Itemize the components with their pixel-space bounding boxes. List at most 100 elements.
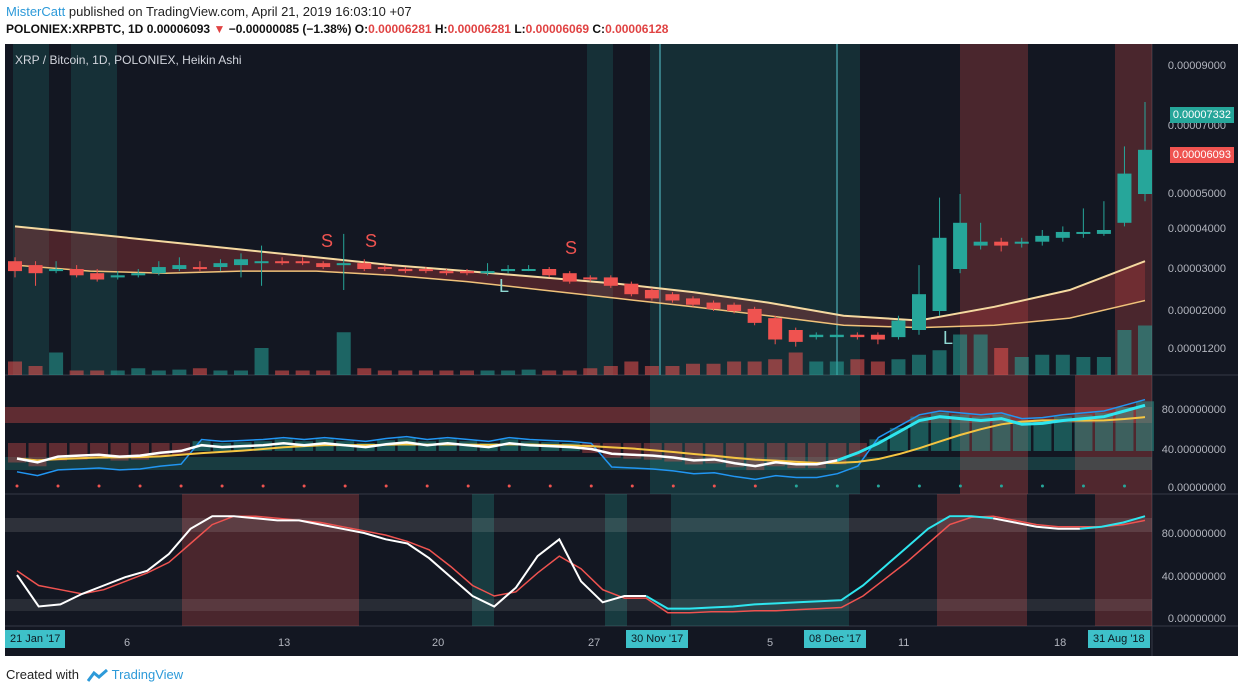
stoch-signal-line (16, 515, 1146, 614)
volume-bar (706, 363, 721, 375)
footer: Created with TradingView (6, 667, 183, 683)
candle-body (90, 273, 105, 280)
tradingview-logo-icon (86, 668, 108, 682)
x-date-badge: 31 Aug '18 (1088, 630, 1150, 648)
candle-body (192, 267, 207, 270)
volume-bar (110, 370, 125, 375)
candle-body (583, 277, 598, 280)
rsi-overbought-band (5, 407, 1152, 423)
candle-body (418, 269, 433, 272)
down-arrow-icon: ▼ (213, 22, 226, 36)
signal-zone (960, 44, 1028, 375)
rsi-dot (56, 484, 60, 488)
y-tick: 0.00007000 (1167, 120, 1226, 132)
volume-bar (295, 370, 310, 375)
rsi-dot (466, 484, 470, 488)
rsi-histogram-bar (274, 439, 293, 451)
rsi-histogram-bar (1053, 416, 1072, 451)
rsi-dot (794, 484, 798, 488)
volume-bar (275, 370, 290, 375)
candle-body (562, 273, 577, 282)
candle-body (316, 263, 331, 268)
rsi-dot (876, 484, 880, 488)
candle-body (357, 263, 372, 269)
candle-body (850, 334, 865, 338)
signal-zone (960, 375, 1028, 494)
chart-title: XRP / Bitcoin, 1D, POLONIEX, Heikin Ashi (15, 53, 242, 67)
candle-body (49, 269, 64, 272)
rsi-line-bullish (836, 403, 1146, 462)
candle-body (665, 294, 680, 301)
volume-bar (912, 354, 926, 375)
chart-canvas[interactable]: S S S L L (5, 44, 1238, 656)
rsi-histogram-bar (8, 443, 26, 463)
candle-body (480, 271, 495, 274)
candle-body (521, 269, 536, 271)
rsi-dot (220, 484, 224, 488)
low-value: 0.00006069 (525, 22, 590, 36)
candle-body (727, 304, 742, 311)
volume-bar (665, 366, 680, 375)
price-tag-last: 0.00006093 (1169, 147, 1234, 163)
rsi-dot (97, 484, 101, 488)
stoch-k-line (16, 515, 647, 608)
rsi-histogram-bar (602, 443, 621, 458)
volume-bar (439, 370, 454, 375)
candle-body (234, 259, 248, 266)
candle-body (1014, 241, 1029, 244)
volume-bar (1117, 330, 1132, 375)
rsi-dot (917, 484, 921, 488)
rsi-oversold-band (5, 457, 1152, 470)
x-tick: 18 (1054, 637, 1067, 649)
volume-bar (377, 370, 392, 375)
volume-bar (8, 361, 22, 375)
candle-body (706, 302, 721, 309)
high-label: H: (434, 22, 448, 36)
candle-body (254, 261, 269, 264)
rsi-histogram-bar (971, 416, 990, 451)
y-tick: 0.00003000 (1167, 263, 1226, 275)
candle-body (295, 261, 310, 264)
chart-area[interactable]: S S S L L XRP / Bitcoin, 1D, POLONIEX, Heiki… (5, 44, 1238, 656)
volume-bar (480, 370, 495, 375)
y-tick: 0.00005000 (1167, 188, 1226, 200)
rsi-histogram-bar (910, 416, 929, 451)
candle-body (131, 273, 146, 276)
tradingview-link[interactable]: TradingView (111, 667, 184, 682)
volume-bar (316, 370, 331, 375)
y-tick: 0.00004000 (1167, 223, 1226, 235)
rsi-dot (261, 484, 265, 488)
x-tick: 20 (432, 637, 445, 649)
volume-bar (870, 361, 885, 375)
y-tick: 0.00000000 (1167, 482, 1226, 494)
volume-bar (28, 366, 43, 375)
volume-bar (829, 361, 844, 375)
rsi-histogram-bar (623, 443, 642, 459)
x-tick: 11 (898, 637, 910, 649)
candle-body (1096, 230, 1111, 234)
candle-body (644, 290, 659, 299)
author-link[interactable]: MisterCatt (6, 4, 66, 19)
rsi-dot (507, 484, 511, 488)
volume-bar (49, 352, 64, 375)
ma-line-lower (14, 264, 1146, 329)
signal-marker: S (321, 231, 333, 251)
candle-body (213, 263, 228, 268)
volume-bar (357, 368, 372, 375)
candle-body (994, 241, 1009, 246)
volume-bar (254, 348, 269, 375)
rsi-dot (958, 484, 962, 488)
rsi-histogram-bar (1136, 401, 1154, 451)
open-label: O: (354, 22, 369, 36)
x-tick: 5 (767, 637, 774, 649)
rsi-histogram-bar (1094, 412, 1113, 451)
signal-marker: S (365, 231, 377, 251)
volume-bar (624, 361, 639, 375)
volume-bar (973, 334, 988, 375)
stoch-k-line (992, 517, 1080, 530)
volume-bar (953, 334, 968, 375)
signal-zone (1075, 375, 1152, 494)
rsi-dot (1081, 484, 1085, 488)
rsi-histogram-bar (1033, 419, 1052, 451)
volume-bar (583, 368, 598, 375)
